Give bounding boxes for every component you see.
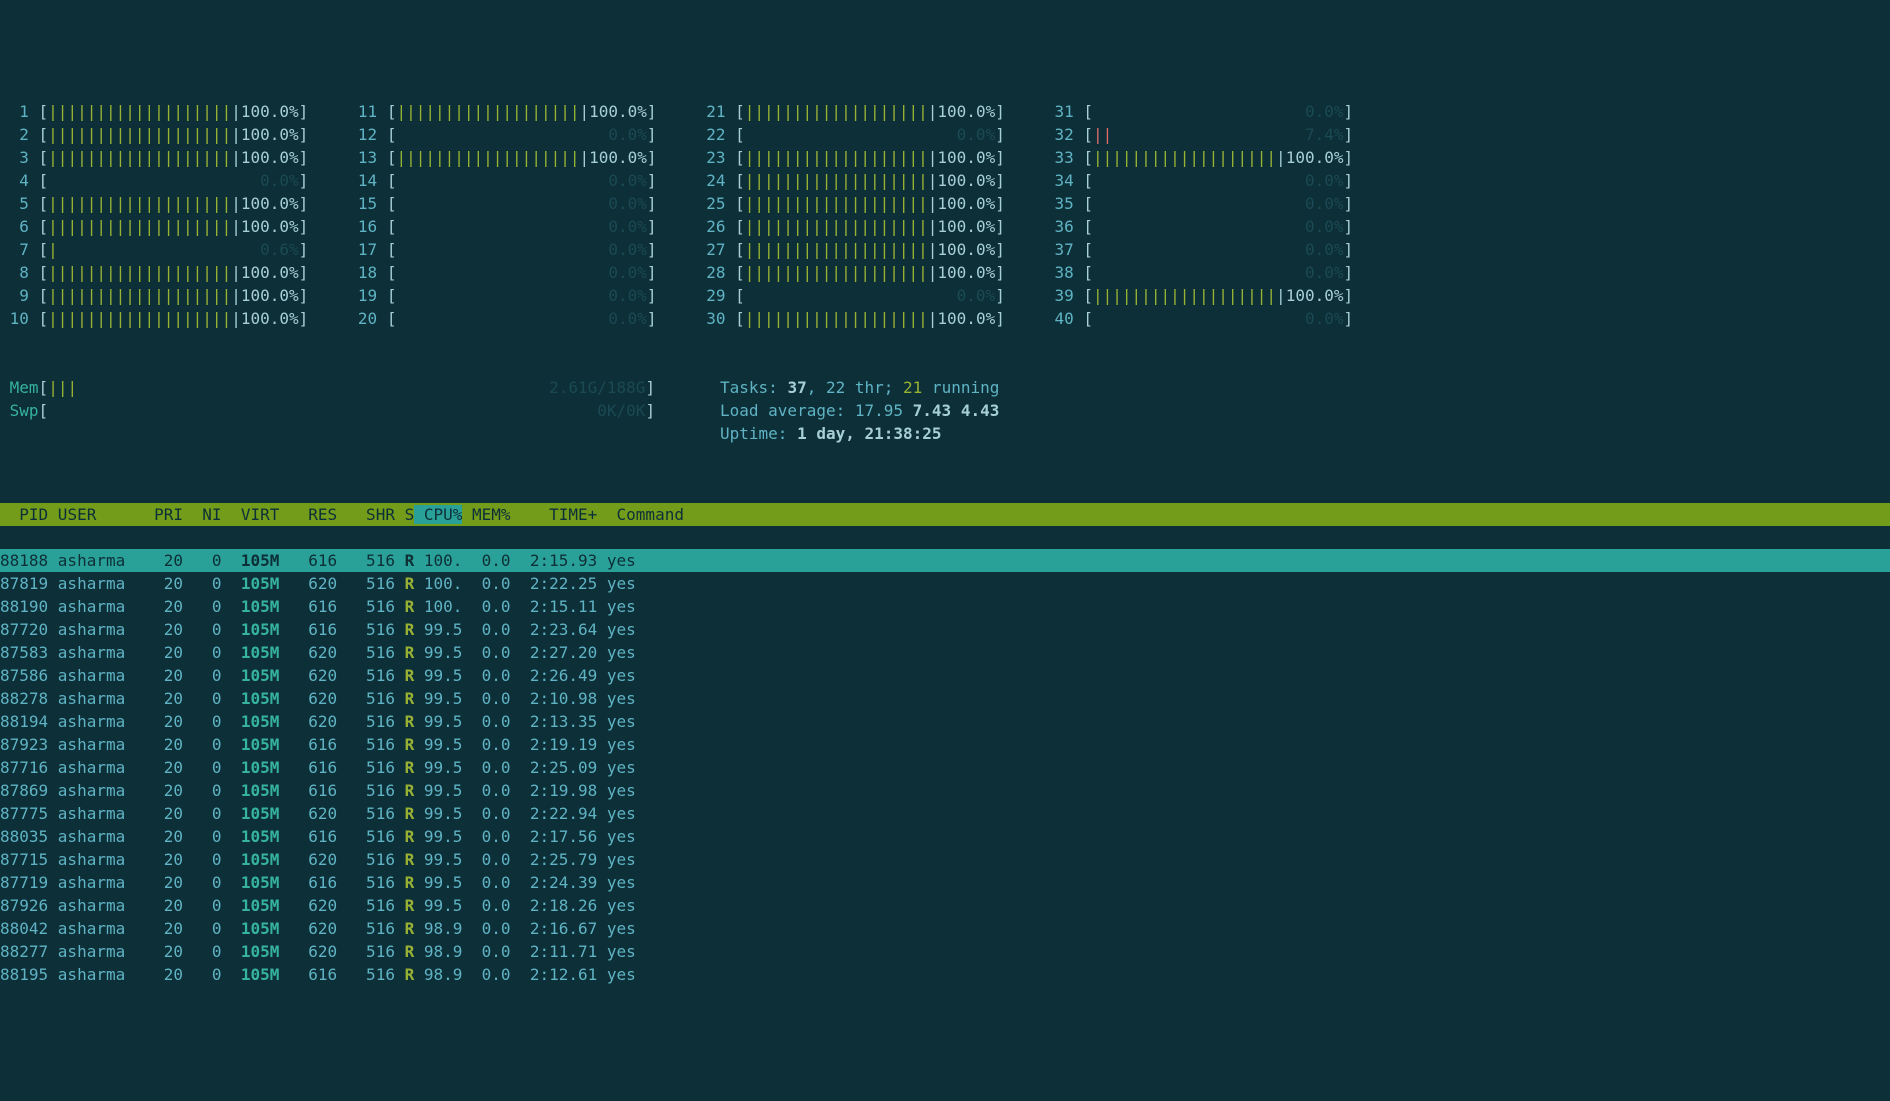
process-row[interactable]: 88194 asharma 20 0 105M 620 516 R 99.5 0… bbox=[0, 710, 1890, 733]
col-SHR[interactable]: SHR bbox=[337, 505, 395, 524]
cpu-meter-32: 32 [|| 7.4%] bbox=[1045, 123, 1353, 146]
cpu-meter-4: 4 [ 0.0%] bbox=[0, 169, 308, 192]
mem-swap-block: Mem[||| 2.61G/188G] Swp[ 0K/0K]Tasks: 37… bbox=[0, 376, 1890, 445]
cpu-meter-5: 5 [||||||||||||||||||||100.0%] bbox=[0, 192, 308, 215]
cpu-meter-31: 31 [ 0.0%] bbox=[1045, 100, 1353, 123]
cpu-meter-20: 20 [ 0.0%] bbox=[348, 307, 656, 330]
process-row[interactable]: 87715 asharma 20 0 105M 620 516 R 99.5 0… bbox=[0, 848, 1890, 871]
cpu-meter-15: 15 [ 0.0%] bbox=[348, 192, 656, 215]
cpu-meter-16: 16 [ 0.0%] bbox=[348, 215, 656, 238]
cpu-meter-22: 22 [ 0.0%] bbox=[697, 123, 1005, 146]
process-row[interactable]: 88195 asharma 20 0 105M 616 516 R 98.9 0… bbox=[0, 963, 1890, 986]
process-row[interactable]: 87926 asharma 20 0 105M 620 516 R 99.5 0… bbox=[0, 894, 1890, 917]
cpu-meter-18: 18 [ 0.0%] bbox=[348, 261, 656, 284]
process-row[interactable]: 87583 asharma 20 0 105M 620 516 R 99.5 0… bbox=[0, 641, 1890, 664]
cpu-meter-14: 14 [ 0.0%] bbox=[348, 169, 656, 192]
col-PRI[interactable]: PRI bbox=[145, 505, 184, 524]
tasks-line: Tasks: 37, 22 thr; 21 running bbox=[720, 376, 999, 399]
cpu-meter-34: 34 [ 0.0%] bbox=[1045, 169, 1353, 192]
process-row[interactable]: 87869 asharma 20 0 105M 616 516 R 99.5 0… bbox=[0, 779, 1890, 802]
cpu-meter-1: 1 [||||||||||||||||||||100.0%] bbox=[0, 100, 308, 123]
process-row[interactable]: 88188 asharma 20 0 105M 616 516 R 100. 0… bbox=[0, 549, 1890, 572]
process-row[interactable]: 88278 asharma 20 0 105M 620 516 R 99.5 0… bbox=[0, 687, 1890, 710]
cpu-meter-9: 9 [||||||||||||||||||||100.0%] bbox=[0, 284, 308, 307]
cpu-meter-26: 26 [||||||||||||||||||||100.0%] bbox=[697, 215, 1005, 238]
col-USER[interactable]: USER bbox=[48, 505, 144, 524]
cpu-meter-25: 25 [||||||||||||||||||||100.0%] bbox=[697, 192, 1005, 215]
process-row[interactable]: 88277 asharma 20 0 105M 620 516 R 98.9 0… bbox=[0, 940, 1890, 963]
process-row[interactable]: 87586 asharma 20 0 105M 620 516 R 99.5 0… bbox=[0, 664, 1890, 687]
cpu-meter-33: 33 [||||||||||||||||||||100.0%] bbox=[1045, 146, 1353, 169]
cpu-meter-28: 28 [||||||||||||||||||||100.0%] bbox=[697, 261, 1005, 284]
cpu-meter-24: 24 [||||||||||||||||||||100.0%] bbox=[697, 169, 1005, 192]
col-VIRT[interactable]: VIRT bbox=[222, 505, 280, 524]
col-MEM%[interactable]: MEM% bbox=[462, 505, 510, 524]
load-line: Load average: 17.95 7.43 4.43 bbox=[720, 399, 999, 422]
cpu-meters-grid: 1 [||||||||||||||||||||100.0%] 2 [||||||… bbox=[0, 92, 1890, 330]
process-row[interactable]: 87716 asharma 20 0 105M 616 516 R 99.5 0… bbox=[0, 756, 1890, 779]
cpu-meter-11: 11 [||||||||||||||||||||100.0%] bbox=[348, 100, 656, 123]
cpu-meter-39: 39 [||||||||||||||||||||100.0%] bbox=[1045, 284, 1353, 307]
cpu-meter-10: 10 [||||||||||||||||||||100.0%] bbox=[0, 307, 308, 330]
cpu-meter-19: 19 [ 0.0%] bbox=[348, 284, 656, 307]
cpu-meter-12: 12 [ 0.0%] bbox=[348, 123, 656, 146]
cpu-meter-36: 36 [ 0.0%] bbox=[1045, 215, 1353, 238]
cpu-meter-27: 27 [||||||||||||||||||||100.0%] bbox=[697, 238, 1005, 261]
process-row[interactable]: 88035 asharma 20 0 105M 616 516 R 99.5 0… bbox=[0, 825, 1890, 848]
cpu-meter-30: 30 [||||||||||||||||||||100.0%] bbox=[697, 307, 1005, 330]
mem-meter: Mem[||| 2.61G/188G] bbox=[0, 376, 720, 399]
process-row[interactable]: 88042 asharma 20 0 105M 620 516 R 98.9 0… bbox=[0, 917, 1890, 940]
swp-meter: Swp[ 0K/0K] bbox=[0, 399, 720, 422]
cpu-meter-6: 6 [||||||||||||||||||||100.0%] bbox=[0, 215, 308, 238]
col-S[interactable]: S bbox=[395, 505, 414, 524]
col-CPU%[interactable]: CPU% bbox=[414, 505, 462, 524]
col-TIME+[interactable]: TIME+ bbox=[511, 505, 598, 524]
col-PID[interactable]: PID bbox=[0, 505, 48, 524]
cpu-meter-21: 21 [||||||||||||||||||||100.0%] bbox=[697, 100, 1005, 123]
process-row[interactable]: 87923 asharma 20 0 105M 616 516 R 99.5 0… bbox=[0, 733, 1890, 756]
process-row[interactable]: 87719 asharma 20 0 105M 616 516 R 99.5 0… bbox=[0, 871, 1890, 894]
process-row[interactable]: 87720 asharma 20 0 105M 616 516 R 99.5 0… bbox=[0, 618, 1890, 641]
cpu-meter-8: 8 [||||||||||||||||||||100.0%] bbox=[0, 261, 308, 284]
cpu-meter-3: 3 [||||||||||||||||||||100.0%] bbox=[0, 146, 308, 169]
process-row[interactable]: 87775 asharma 20 0 105M 620 516 R 99.5 0… bbox=[0, 802, 1890, 825]
cpu-meter-40: 40 [ 0.0%] bbox=[1045, 307, 1353, 330]
cpu-meter-37: 37 [ 0.0%] bbox=[1045, 238, 1353, 261]
col-Command[interactable]: Command bbox=[597, 505, 684, 524]
cpu-meter-2: 2 [||||||||||||||||||||100.0%] bbox=[0, 123, 308, 146]
cpu-meter-13: 13 [||||||||||||||||||||100.0%] bbox=[348, 146, 656, 169]
cpu-meter-17: 17 [ 0.0%] bbox=[348, 238, 656, 261]
cpu-meter-7: 7 [| 0.6%] bbox=[0, 238, 308, 261]
col-RES[interactable]: RES bbox=[279, 505, 337, 524]
cpu-meter-23: 23 [||||||||||||||||||||100.0%] bbox=[697, 146, 1005, 169]
process-row[interactable]: 87819 asharma 20 0 105M 620 516 R 100. 0… bbox=[0, 572, 1890, 595]
col-NI[interactable]: NI bbox=[183, 505, 222, 524]
cpu-meter-38: 38 [ 0.0%] bbox=[1045, 261, 1353, 284]
uptime-line: Uptime: 1 day, 21:38:25 bbox=[720, 422, 999, 445]
process-header[interactable]: PID USER PRI NI VIRT RES SHR S CPU% MEM%… bbox=[0, 503, 1890, 526]
cpu-meter-35: 35 [ 0.0%] bbox=[1045, 192, 1353, 215]
cpu-meter-29: 29 [ 0.0%] bbox=[697, 284, 1005, 307]
process-list[interactable]: 88188 asharma 20 0 105M 616 516 R 100. 0… bbox=[0, 549, 1890, 986]
process-row[interactable]: 88190 asharma 20 0 105M 616 516 R 100. 0… bbox=[0, 595, 1890, 618]
